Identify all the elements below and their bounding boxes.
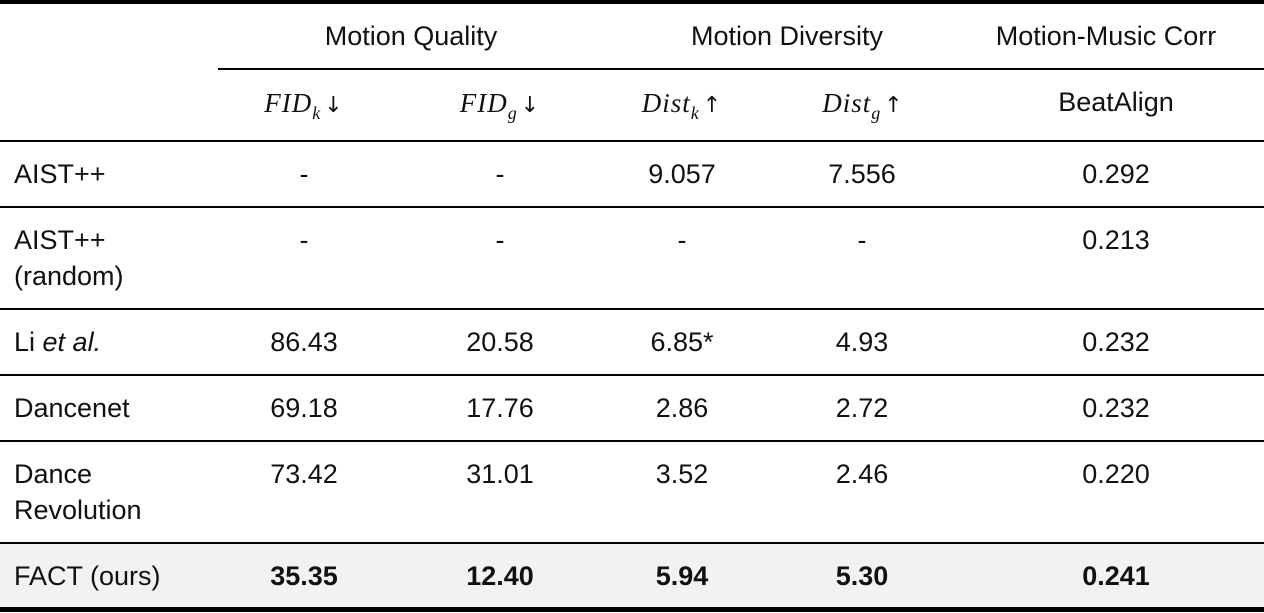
method-name-line2: Revolution [14, 495, 142, 525]
method-name: AIST++ [14, 225, 106, 255]
cell-dist-g: 7.556 [828, 159, 896, 189]
header-rule [0, 140, 1264, 142]
header-motion-music-corr: Motion-Music Corr [995, 21, 1217, 51]
cell-beatalign: 0.220 [1082, 459, 1150, 489]
cell-fid-g: 17.76 [466, 393, 534, 423]
header-motion-quality: Motion Quality [324, 21, 498, 51]
cell-fid-g: 12.40 [466, 561, 534, 591]
method-name-line2: (random) [14, 261, 124, 291]
cell-fid-k: 73.42 [270, 459, 338, 489]
metric-dist-g: Distg ↑ [822, 88, 904, 123]
cell-beatalign: 0.213 [1082, 225, 1150, 255]
cell-dist-k: 5.94 [655, 561, 709, 591]
method-name: FACT (ours) [14, 561, 161, 591]
cell-dist-k: 6.85* [650, 327, 714, 357]
row-rule [0, 374, 1264, 376]
cell-beatalign: 0.292 [1082, 159, 1150, 189]
row-rule [0, 542, 1264, 544]
cell-fid-g: 20.58 [466, 327, 534, 357]
cell-fid-g: 31.01 [466, 459, 534, 489]
metric-fid-g: FIDg ↓ [459, 88, 541, 123]
header-motion-diversity: Motion Diversity [690, 21, 884, 51]
group-rule [218, 68, 1264, 70]
cell-dist-g: 5.30 [835, 561, 889, 591]
cell-fid-g: - [495, 225, 505, 255]
cell-beatalign: 0.232 [1082, 327, 1150, 357]
cell-fid-k: - [299, 159, 309, 189]
row-rule [0, 440, 1264, 442]
cell-fid-k: 69.18 [270, 393, 338, 423]
cell-beatalign: 0.241 [1082, 561, 1150, 591]
cell-dist-k: 2.86 [655, 393, 709, 423]
cell-fid-k: - [299, 225, 309, 255]
top-rule [0, 0, 1264, 4]
metric-fid-k: FIDk ↓ [264, 88, 344, 123]
cell-fid-k: 86.43 [270, 327, 338, 357]
cell-dist-g: - [857, 225, 867, 255]
metric-dist-k: Distk ↑ [641, 88, 723, 123]
row-rule [0, 206, 1264, 208]
cell-dist-k: 9.057 [648, 159, 716, 189]
row-rule [0, 308, 1264, 310]
cell-fid-g: - [495, 159, 505, 189]
cell-dist-k: - [677, 225, 687, 255]
cell-dist-g: 2.46 [835, 459, 889, 489]
method-name: Dance [14, 459, 93, 489]
bottom-rule [0, 607, 1264, 612]
cell-dist-g: 2.72 [835, 393, 889, 423]
cell-dist-k: 3.52 [655, 459, 709, 489]
method-name: Li et al. [14, 327, 102, 357]
ours-row-highlight [0, 544, 1264, 608]
method-name: Dancenet [14, 393, 130, 423]
cell-fid-k: 35.35 [270, 561, 338, 591]
cell-beatalign: 0.232 [1082, 393, 1150, 423]
cell-dist-g: 4.93 [835, 327, 889, 357]
method-name: AIST++ [14, 159, 106, 189]
metric-beatalign: BeatAlign [1058, 87, 1174, 117]
